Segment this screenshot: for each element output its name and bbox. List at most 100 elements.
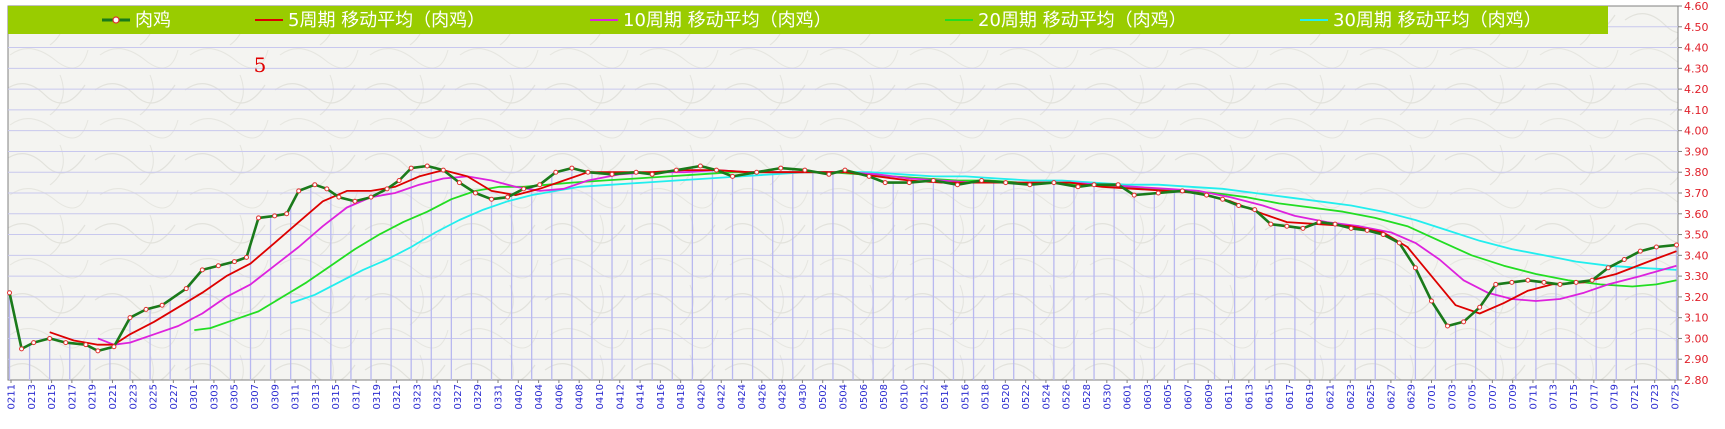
x-tick-label: 0406 bbox=[554, 384, 565, 409]
price-point bbox=[1253, 208, 1257, 212]
price-point bbox=[232, 260, 236, 264]
y-tick-label: 3.80 bbox=[1684, 166, 1709, 179]
x-tick-label: 0703 bbox=[1447, 384, 1458, 409]
price-point bbox=[1156, 191, 1160, 195]
price-point bbox=[144, 307, 148, 311]
price-point bbox=[1269, 222, 1273, 226]
x-tick-label: 0428 bbox=[778, 384, 789, 409]
price-point bbox=[538, 183, 542, 187]
price-point bbox=[457, 181, 461, 185]
x-tick-label: 0506 bbox=[859, 384, 870, 409]
price-point bbox=[1381, 233, 1385, 237]
legend: 肉鸡5周期 移动平均（肉鸡）10周期 移动平均（肉鸡）20周期 移动平均（肉鸡）… bbox=[8, 6, 1608, 34]
price-point bbox=[96, 349, 100, 353]
price-point bbox=[84, 343, 88, 347]
x-tick-label: 0512 bbox=[920, 384, 931, 409]
x-tick-label: 0528 bbox=[1082, 384, 1093, 409]
x-tick-label: 0701 bbox=[1427, 384, 1438, 409]
x-tick-label: 0601 bbox=[1123, 384, 1134, 409]
price-point bbox=[32, 341, 36, 345]
y-tick-label: 4.10 bbox=[1684, 104, 1709, 117]
price-point bbox=[1052, 181, 1056, 185]
price-point bbox=[325, 187, 329, 191]
x-tick-label: 0430 bbox=[798, 384, 809, 409]
price-point bbox=[313, 183, 317, 187]
price-point bbox=[907, 181, 911, 185]
x-tick-label: 0227 bbox=[169, 384, 180, 409]
price-point bbox=[1076, 185, 1080, 189]
y-tick-label: 4.30 bbox=[1684, 62, 1709, 75]
price-point bbox=[634, 170, 638, 174]
x-tick-label: 0221 bbox=[108, 384, 119, 409]
x-tick-label: 0717 bbox=[1589, 384, 1600, 409]
price-point bbox=[1413, 266, 1417, 270]
x-tick-label: 0412 bbox=[615, 384, 626, 409]
y-tick-label: 2.80 bbox=[1684, 374, 1709, 387]
x-tick-label: 0311 bbox=[291, 384, 302, 409]
x-tick-label: 0611 bbox=[1224, 384, 1235, 409]
x-tick-label: 0621 bbox=[1326, 384, 1337, 409]
y-tick-label: 4.40 bbox=[1684, 42, 1709, 55]
price-point bbox=[570, 166, 574, 170]
x-tick-label: 0426 bbox=[757, 384, 768, 409]
price-point bbox=[731, 174, 735, 178]
x-tick-label: 0607 bbox=[1183, 384, 1194, 409]
x-tick-label: 0325 bbox=[433, 384, 444, 409]
x-tick-label: 0410 bbox=[595, 384, 606, 409]
price-point bbox=[931, 179, 935, 183]
price-point bbox=[1675, 243, 1679, 247]
price-point bbox=[216, 264, 220, 268]
price-point bbox=[554, 170, 558, 174]
x-tick-label: 0211 bbox=[7, 384, 18, 409]
y-tick-label: 4.00 bbox=[1684, 125, 1709, 138]
x-tick-label: 0603 bbox=[1143, 384, 1154, 409]
x-tick-label: 0623 bbox=[1346, 384, 1357, 409]
y-tick-label: 3.00 bbox=[1684, 332, 1709, 345]
price-point bbox=[425, 164, 429, 168]
legend-label-ma5: 5周期 移动平均（肉鸡） bbox=[288, 10, 485, 31]
y-tick-label: 3.30 bbox=[1684, 270, 1709, 283]
x-tick-label: 0526 bbox=[1062, 384, 1073, 409]
price-point bbox=[1301, 226, 1305, 230]
x-tick-label: 0305 bbox=[230, 384, 241, 409]
price-point bbox=[48, 336, 52, 340]
price-point bbox=[441, 168, 445, 172]
price-point bbox=[20, 347, 24, 351]
x-tick-label: 0309 bbox=[270, 384, 281, 409]
price-point bbox=[1237, 203, 1241, 207]
price-point bbox=[650, 172, 654, 176]
price-point bbox=[843, 168, 847, 172]
price-point bbox=[1116, 183, 1120, 187]
x-tick-label: 0223 bbox=[128, 384, 139, 409]
y-tick-label: 3.20 bbox=[1684, 291, 1709, 304]
y-tick-label: 3.90 bbox=[1684, 145, 1709, 158]
price-point bbox=[1132, 193, 1136, 197]
price-point bbox=[1349, 226, 1353, 230]
price-point bbox=[1446, 324, 1450, 328]
x-tick-label: 0508 bbox=[879, 384, 890, 409]
x-tick-label: 0719 bbox=[1610, 384, 1621, 409]
x-tick-label: 0414 bbox=[636, 384, 647, 409]
price-point bbox=[353, 199, 357, 203]
y-tick-label: 4.20 bbox=[1684, 83, 1709, 96]
price-point bbox=[1590, 278, 1594, 282]
price-point bbox=[385, 187, 389, 191]
x-tick-label: 0627 bbox=[1386, 384, 1397, 409]
x-tick-label: 0516 bbox=[960, 384, 971, 409]
x-tick-label: 0402 bbox=[514, 384, 525, 409]
price-point bbox=[586, 170, 590, 174]
x-tick-label: 0617 bbox=[1285, 384, 1296, 409]
price-point bbox=[1317, 220, 1321, 224]
y-tick-label: 4.50 bbox=[1684, 21, 1709, 34]
price-point bbox=[714, 168, 718, 172]
price-point bbox=[674, 168, 678, 172]
price-point bbox=[1510, 280, 1514, 284]
x-tick-label: 0313 bbox=[311, 384, 322, 409]
x-tick-label: 0329 bbox=[473, 384, 484, 409]
price-point bbox=[1221, 197, 1225, 201]
price-point bbox=[490, 197, 494, 201]
price-point bbox=[409, 166, 413, 170]
price-point bbox=[827, 172, 831, 176]
price-point bbox=[1622, 257, 1626, 261]
